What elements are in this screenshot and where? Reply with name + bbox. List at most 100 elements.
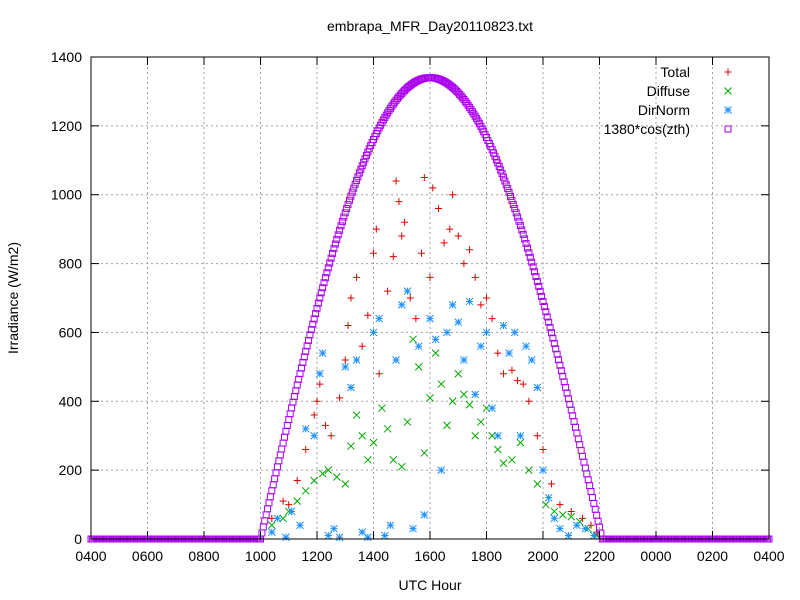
point-diffuse [482, 404, 491, 413]
point-dirnorm [573, 521, 581, 530]
point-total [406, 294, 414, 302]
point-total [401, 218, 409, 226]
point-1380-cos-zth [518, 226, 526, 234]
point-1380-cos-zth [269, 481, 277, 489]
series-cross [267, 335, 601, 540]
point-dirnorm [510, 328, 519, 337]
x-tick-label: 1600 [414, 548, 445, 564]
point-1380-cos-zth [539, 298, 547, 306]
point-diffuse [324, 466, 333, 474]
point-1380-cos-zth [509, 200, 517, 208]
point-diffuse [358, 431, 367, 440]
point-1380-cos-zth [276, 451, 284, 459]
x-tick-label: 0800 [188, 548, 219, 564]
point-1380-cos-zth [546, 323, 554, 331]
point-total [285, 501, 293, 509]
point-diffuse [409, 335, 417, 344]
point-dirnorm [516, 431, 525, 440]
point-1380-cos-zth [303, 342, 311, 350]
point-1380-cos-zth [580, 458, 588, 466]
point-dirnorm [437, 466, 446, 474]
point-1380-cos-zth [584, 476, 592, 484]
point-total [471, 273, 479, 281]
legend-marker-square [724, 125, 732, 133]
point-dirnorm [493, 431, 502, 440]
point-diffuse [471, 431, 480, 440]
point-total [412, 315, 420, 323]
point-dirnorm [550, 514, 559, 523]
point-1380-cos-zth [351, 180, 359, 188]
point-1380-cos-zth [563, 389, 571, 397]
point-1380-cos-zth [529, 263, 537, 271]
point-total [344, 322, 352, 330]
point-1380-cos-zth [353, 176, 361, 184]
point-1380-cos-zth [497, 166, 505, 174]
point-dirnorm [347, 383, 355, 392]
point-1380-cos-zth [289, 398, 297, 406]
point-diffuse [443, 421, 451, 430]
point-1380-cos-zth [521, 235, 529, 243]
point-diffuse [454, 369, 463, 378]
y-tick-label: 600 [59, 324, 83, 340]
point-total [336, 394, 344, 402]
x-tick-label: 1000 [245, 548, 276, 564]
point-1380-cos-zth [508, 196, 516, 204]
point-total [508, 366, 516, 374]
point-total [418, 249, 426, 257]
point-total [539, 445, 547, 453]
legend-marker-cross [724, 87, 732, 95]
point-1380-cos-zth [522, 239, 530, 247]
point-1380-cos-zth [576, 441, 584, 449]
point-dirnorm [564, 531, 573, 540]
point-1380-cos-zth [587, 488, 595, 496]
point-total [466, 246, 474, 254]
point-1380-cos-zth [338, 217, 346, 225]
y-tick-label: 1200 [51, 118, 82, 134]
point-1380-cos-zth [343, 205, 351, 213]
point-1380-cos-zth [293, 381, 301, 389]
point-dirnorm [386, 521, 395, 530]
point-dirnorm [330, 524, 338, 533]
point-total [302, 445, 310, 453]
point-dirnorm [443, 328, 451, 337]
point-diffuse [347, 442, 355, 450]
point-1380-cos-zth [590, 499, 598, 507]
point-1380-cos-zth [502, 181, 510, 189]
point-diffuse [293, 497, 302, 505]
point-1380-cos-zth [262, 511, 270, 519]
point-1380-cos-zth [566, 400, 574, 408]
point-1380-cos-zth [309, 320, 317, 328]
point-dirnorm [589, 531, 598, 540]
chart-title: embrapa_MFR_Day20110823.txt [327, 18, 533, 34]
point-1380-cos-zth [264, 505, 272, 513]
point-1380-cos-zth [307, 326, 315, 334]
point-dirnorm [471, 390, 480, 399]
point-total [434, 204, 442, 212]
axis-ticks: 0400 0600 0800 1000 1200 1400 1600 1800 2000 2200… [51, 49, 785, 564]
point-1380-cos-zth [358, 162, 366, 170]
point-1380-cos-zth [357, 165, 365, 173]
point-1380-cos-zth [570, 418, 578, 426]
point-1380-cos-zth [531, 268, 539, 276]
point-1380-cos-zth [591, 505, 599, 513]
x-tick-label: 1400 [358, 548, 389, 564]
point-dirnorm [273, 514, 282, 523]
point-total [499, 370, 507, 378]
point-diffuse [465, 400, 474, 409]
y-tick-label: 1400 [51, 49, 82, 65]
point-1380-cos-zth [505, 188, 513, 196]
point-dirnorm [454, 318, 463, 326]
legend-label-0: Total [660, 64, 690, 80]
point-dirnorm [282, 533, 290, 542]
point-1380-cos-zth [504, 185, 512, 193]
legend-label-1: Diffuse [647, 83, 691, 99]
point-diffuse [318, 469, 327, 478]
point-1380-cos-zth [586, 482, 594, 490]
point-1380-cos-zth [511, 205, 519, 213]
point-total [310, 411, 318, 419]
point-1380-cos-zth [259, 523, 267, 531]
point-1380-cos-zth [545, 318, 553, 326]
point-1380-cos-zth [569, 412, 577, 420]
